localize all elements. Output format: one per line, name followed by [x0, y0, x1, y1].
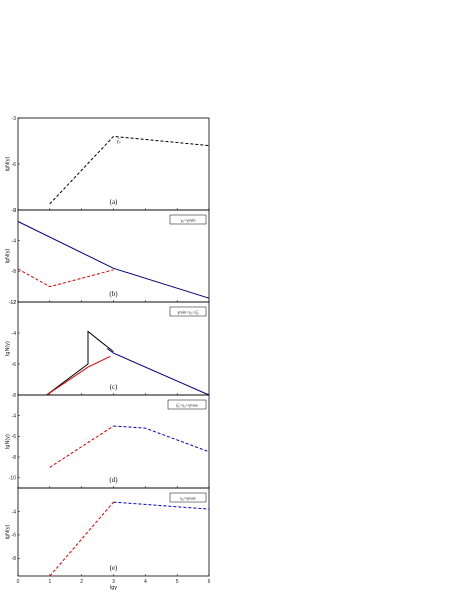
y-tick-label: -8 [12, 393, 17, 399]
y-axis-label: lgN(γ) [5, 434, 11, 449]
series-line [106, 348, 210, 396]
panel-label: (c) [110, 383, 118, 391]
legend-label: γ₀<γmin [180, 217, 196, 222]
y-tick-label: -6 [12, 162, 17, 168]
y-axis-label: lgN(γ) [5, 341, 11, 356]
annotation-label: γ̅₀ [117, 139, 121, 145]
panel-label: (a) [110, 198, 118, 206]
series-line [17, 268, 114, 288]
y-tick-label: -4 [12, 413, 17, 419]
y-tick-label: -12 [9, 300, 16, 306]
series-line [49, 135, 210, 205]
x-tick-label: 0 [17, 579, 20, 585]
series-line [17, 221, 210, 299]
y-tick-label: -8 [12, 269, 17, 275]
y-axis-label: lgN(γ) [5, 525, 11, 540]
y-tick-label: 0 [13, 208, 16, 214]
y-tick-label: -4 [12, 509, 17, 515]
series-line [46, 355, 111, 396]
y-axis-label: lgN(γ) [5, 157, 11, 172]
y-tick-label: -4 [12, 238, 17, 244]
legend-box [169, 214, 207, 225]
y-tick-label: -6 [12, 362, 17, 368]
series-line [49, 501, 114, 577]
x-tick-label: 2 [80, 579, 83, 585]
y-tick-label: -6 [12, 434, 17, 440]
series-line [113, 501, 210, 510]
y-tick-label: -9 [12, 208, 17, 214]
legend-box [167, 399, 207, 410]
x-tick-label: 5 [176, 579, 179, 585]
legend-box [169, 492, 207, 503]
y-tick-label: -10 [9, 475, 16, 481]
legend-label: γ̅₀<γ₀<γmax [176, 402, 199, 407]
panel-label: (b) [109, 290, 118, 298]
x-tick-label: 4 [144, 579, 147, 585]
x-tick-label: 3 [112, 579, 115, 585]
panel-label: (d) [109, 476, 118, 484]
legend-label: γmin<γ₀<γ̅₀ [177, 309, 199, 314]
y-tick-label: -3 [12, 116, 17, 122]
x-tick-label: 6 [208, 579, 211, 585]
legend-label: γ₀>γmax [180, 495, 197, 500]
y-tick-label: -8 [12, 455, 17, 461]
y-tick-label: -6 [12, 533, 17, 539]
x-tick-label: 1 [48, 579, 51, 585]
legend-box [169, 306, 207, 317]
panel-frame [17, 117, 210, 211]
series-line [46, 330, 114, 396]
series-line [49, 425, 114, 468]
y-axis-label: lgN(γ) [5, 249, 11, 264]
y-tick-label: -4 [12, 331, 17, 337]
y-tick-label: -8 [12, 556, 17, 562]
y-tick-label: -2 [12, 300, 17, 306]
series-line [113, 425, 210, 453]
x-axis-label: lgγ [110, 585, 117, 591]
panel-label: (e) [110, 564, 118, 572]
